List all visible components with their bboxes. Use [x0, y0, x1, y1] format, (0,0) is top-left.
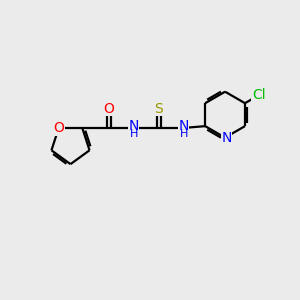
Text: Cl: Cl [252, 88, 266, 102]
Text: S: S [154, 102, 163, 116]
Text: O: O [103, 102, 114, 116]
Text: O: O [53, 121, 64, 135]
Text: N: N [179, 118, 189, 133]
Text: H: H [180, 129, 188, 140]
Text: N: N [221, 130, 232, 145]
Text: H: H [130, 129, 138, 140]
Text: N: N [129, 118, 139, 133]
